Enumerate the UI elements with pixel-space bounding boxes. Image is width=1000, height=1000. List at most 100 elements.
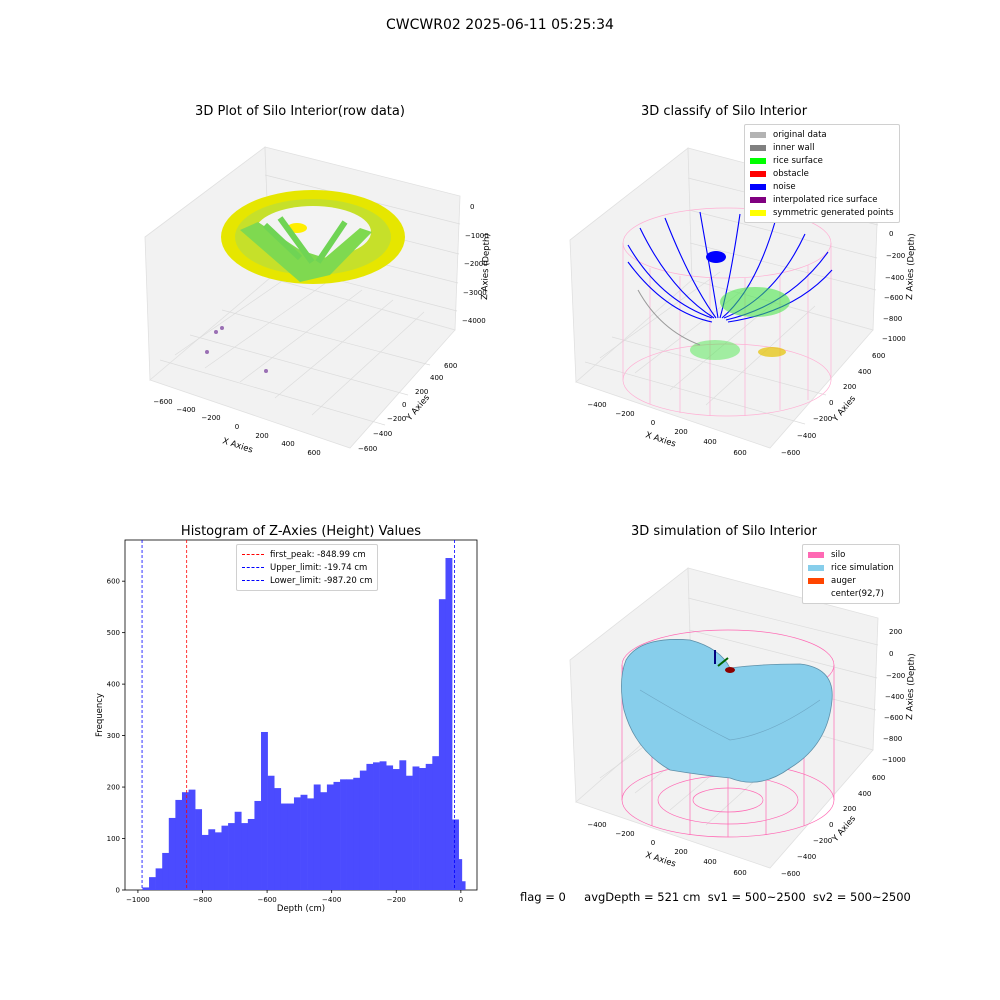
histogram-bar	[168, 817, 176, 890]
histogram-bar	[346, 779, 354, 890]
legend-entry: symmetric generated points	[750, 206, 894, 219]
simulation-xtick: −200	[615, 830, 634, 838]
classify-ztick: −400	[885, 274, 904, 282]
legend-entry: rice simulation	[808, 561, 894, 574]
status-line: flag = 0 avgDepth = 521 cm sv1 = 500~250…	[520, 890, 911, 904]
legend-line	[242, 580, 264, 581]
histogram-bar	[399, 760, 407, 890]
classify-plot-title: 3D classify of Silo Interior	[640, 104, 808, 119]
classify-xtick: −400	[587, 401, 606, 409]
histogram-bar	[359, 770, 367, 890]
simulation-ztick: −200	[886, 672, 905, 680]
classify-ztick: −600	[884, 294, 903, 302]
simulation-ztick: −600	[884, 714, 903, 722]
legend-entry: first_peak: -848.99 cm	[242, 548, 372, 561]
legend-entry: silo	[808, 548, 894, 561]
classify-y-ticks: 600 400 200 0 −200 −400 −600	[781, 352, 885, 457]
legend-entry: center(92,7)	[808, 587, 894, 600]
histogram-bar	[432, 756, 440, 890]
simulation-x-ticks: −400 −200 0 200 400 600	[587, 821, 746, 877]
histogram-bar	[445, 558, 453, 890]
histogram-bar	[452, 819, 459, 890]
classify-rice-surface	[690, 287, 790, 360]
histogram-bar	[254, 800, 262, 890]
simulation-ytick: 600	[872, 774, 885, 782]
raw-xtick: 200	[255, 432, 268, 440]
histogram-bar	[162, 852, 170, 890]
simulation-ztick: −1000	[882, 756, 906, 764]
legend-swatch	[750, 144, 766, 151]
simulation-ztick: −400	[885, 693, 904, 701]
raw-z-ticks: 0 −1000 −2000 −3000 −4000	[462, 203, 489, 325]
flag-text: flag = 0	[520, 890, 566, 904]
histogram-xtick-label: −800	[193, 896, 212, 904]
classify-xtick: 600	[733, 449, 746, 457]
raw-ztick: −3000	[463, 289, 487, 297]
histogram-bar	[340, 779, 347, 890]
legend-entry: auger	[808, 574, 894, 587]
raw-y-ticks: 600 400 200 0 −200 −400 −600	[358, 362, 457, 453]
histogram-ytick-label: 300	[107, 732, 120, 740]
classify-xtick: 400	[703, 438, 716, 446]
simulation-ztick: −800	[883, 735, 902, 743]
classify-ztick: 0	[889, 230, 893, 238]
raw-xtick: −400	[176, 406, 195, 414]
legend-swatch	[750, 131, 766, 138]
sv2-text: sv2 = 500~2500	[812, 890, 911, 904]
raw-ytick: 0	[402, 401, 406, 409]
histogram-xtick-label: −200	[387, 896, 406, 904]
legend-line	[242, 554, 264, 555]
histogram-bar	[214, 832, 222, 890]
histogram-bar	[280, 803, 288, 890]
simulation-xtick: 400	[703, 858, 716, 866]
classify-ytick: 0	[829, 399, 833, 407]
raw-z-label: Z Axies (Depth)	[480, 233, 492, 300]
histogram-bar	[425, 763, 433, 890]
legend-entry: rice surface	[750, 154, 894, 167]
legend-swatch	[808, 591, 824, 597]
classify-inner-wall	[637, 289, 701, 346]
histogram-bar	[307, 798, 315, 890]
legend-entry: obstacle	[750, 167, 894, 180]
legend-entry: original data	[750, 128, 894, 141]
histogram-bar	[458, 859, 463, 890]
legend-swatch	[750, 183, 766, 190]
legend-line	[242, 567, 264, 568]
raw-ztick: −1000	[465, 232, 489, 240]
simulation-xtick: −400	[587, 821, 606, 829]
histogram-bar	[313, 784, 321, 890]
histogram-bar	[392, 769, 400, 890]
classify-xtick: 0	[651, 419, 655, 427]
histogram-bar	[353, 777, 361, 890]
histogram-bar	[201, 834, 209, 890]
histogram-y-ticks: 0 100 200 300 400 500 600	[107, 578, 125, 895]
raw-plot-title: 3D Plot of Silo Interior(row data)	[195, 104, 405, 119]
histogram-bar	[247, 818, 255, 890]
raw-xtick: 400	[281, 440, 294, 448]
legend-entry: Upper_limit: -19.74 cm	[242, 561, 372, 574]
raw-ztick: −2000	[464, 260, 488, 268]
legend-swatch	[808, 551, 824, 558]
histogram-bar	[195, 809, 203, 890]
histogram-bar	[142, 887, 150, 890]
simulation-y-ticks: 600 400 200 0 −200 −400 −600	[781, 774, 885, 878]
histogram-bar	[181, 792, 189, 890]
histogram-bar	[208, 829, 216, 890]
legend-swatch	[750, 170, 766, 177]
histogram-bar	[320, 792, 328, 890]
classify-ytick: 600	[872, 352, 885, 360]
classify-ytick: −400	[797, 432, 816, 440]
histogram-bar	[386, 765, 394, 890]
simulation-ztick: 0	[889, 650, 893, 658]
histogram-ytick-label: 600	[107, 578, 120, 586]
figure-title: CWCWR02 2025-06-11 05:25:34	[386, 17, 614, 33]
simulation-ytick: 200	[843, 805, 856, 813]
histogram-bar	[188, 789, 196, 890]
simulation-xtick: 0	[651, 839, 655, 847]
classify-x-ticks: −400 −200 0 200 400 600	[587, 401, 746, 457]
histogram-xtick-label: −600	[257, 896, 276, 904]
raw-ztick: 0	[470, 203, 474, 211]
legend-entry: interpolated rice surface	[750, 193, 894, 206]
histogram-title: Histogram of Z-Axies (Height) Values	[180, 524, 422, 539]
